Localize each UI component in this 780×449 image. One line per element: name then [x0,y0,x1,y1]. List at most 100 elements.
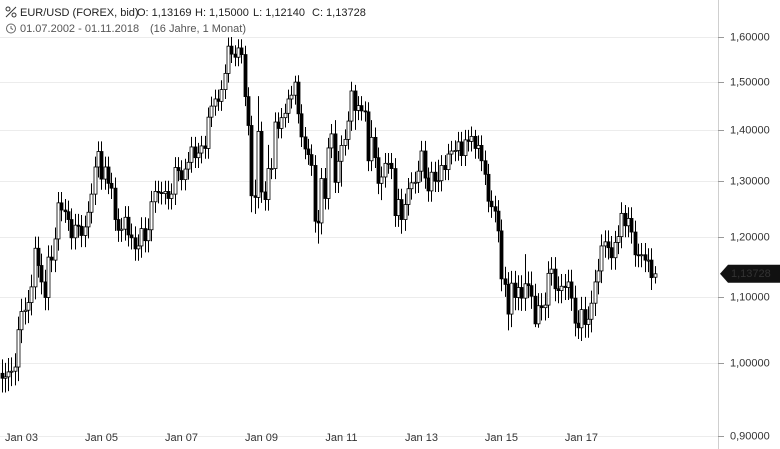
candle-body [43,281,48,298]
ohlc-low: L: 1,12140 [253,7,305,19]
candle-body [239,47,244,55]
candle-body [136,245,141,250]
candle-body [176,167,181,172]
candle-body [59,202,64,211]
candle-body [139,228,144,247]
ohlc-high: H: 1,15000 [195,7,249,19]
candle-body [609,247,614,259]
candle-body [446,153,451,171]
candle-body [356,105,361,111]
candle-body [553,268,558,290]
candle-body [406,188,411,205]
candle-body [573,297,578,324]
candle-body [599,245,604,272]
candle-body [489,200,494,208]
candle-body [133,237,138,250]
candle-body [459,141,464,157]
candle-body [519,287,524,299]
candle-body [569,281,574,299]
candle-body [0,372,5,379]
candle-body [559,285,564,292]
candle-body [426,177,431,192]
candle-body [53,238,58,261]
y-tick-label: 1,50000 [730,76,770,88]
candle-body [256,131,261,198]
candle-body [13,366,18,372]
candle-body [466,139,471,142]
candle-body [193,146,198,159]
candle-body [123,216,128,230]
candle-body [626,218,631,227]
candle-body [126,216,131,236]
candle-body [516,287,521,298]
axis: 0,90000 1,00000 1,10000 1,20000 1,30000 1,400… [5,31,780,444]
x-tick-label: Jan 03 [5,432,38,444]
candle-body [596,270,601,283]
header: EUR/USD (FOREX, bid) O: 1,13169 H: 1,150… [0,0,380,36]
candle-body [479,145,484,162]
candle-body [296,81,301,115]
chart-icon [5,6,17,18]
candle-body [116,219,121,231]
candle-body [399,199,404,220]
candle-body [243,54,248,98]
candle-body [349,90,354,122]
candle-body [73,224,78,239]
candle-body [329,133,334,149]
candle-body [283,112,288,119]
candle-body [476,145,481,149]
candle-body [416,170,421,183]
candle-body [109,182,114,189]
candle-body [269,168,274,170]
candle-body [19,311,24,331]
y-tick-label: 1,00000 [730,357,770,369]
candle-body [16,329,21,368]
candle-body [619,212,624,238]
candle-body [236,47,241,58]
candle-body [316,220,321,224]
candle-body [346,120,351,140]
candle-body [173,167,178,195]
candle-body [373,136,378,159]
candle-body [106,166,111,184]
candle-body [649,259,654,279]
candle-body [286,98,291,114]
candle-body [409,182,414,190]
candle-body [579,309,584,329]
candle-body [86,211,91,228]
candle-body [303,136,308,150]
candles [0,37,658,393]
candle-body [633,231,638,256]
candle-body [253,195,258,198]
candle-body [376,157,381,184]
candle-body [203,145,208,149]
candle-body [156,191,161,193]
candle-body [403,204,408,220]
candle-body [436,180,441,183]
candle-body [549,268,554,274]
candle-body [206,116,211,149]
y-tick-label: 0,90000 [730,430,770,442]
candle-body [443,165,448,171]
candle-body [79,225,84,236]
header-bg [0,0,380,36]
candle-body [153,191,158,203]
candle-body [96,151,101,168]
candle-body [9,370,14,373]
candle-body [429,171,434,192]
candle-body [533,295,538,325]
candle-body [46,256,51,298]
candle-body [616,236,621,243]
candle-body [23,309,28,312]
period-note: (16 Jahre, 1 Monat) [150,23,246,35]
candle-body [623,212,628,227]
x-tick-label: Jan 17 [565,432,598,444]
candle-body [583,309,588,325]
candle-body [76,224,81,227]
candle-body [646,259,651,262]
candle-body [389,162,394,169]
candle-body [6,371,11,378]
candle-body [29,286,34,303]
period: 01.07.2002 - 01.11.2018 [20,23,139,35]
candle-body [339,145,344,162]
